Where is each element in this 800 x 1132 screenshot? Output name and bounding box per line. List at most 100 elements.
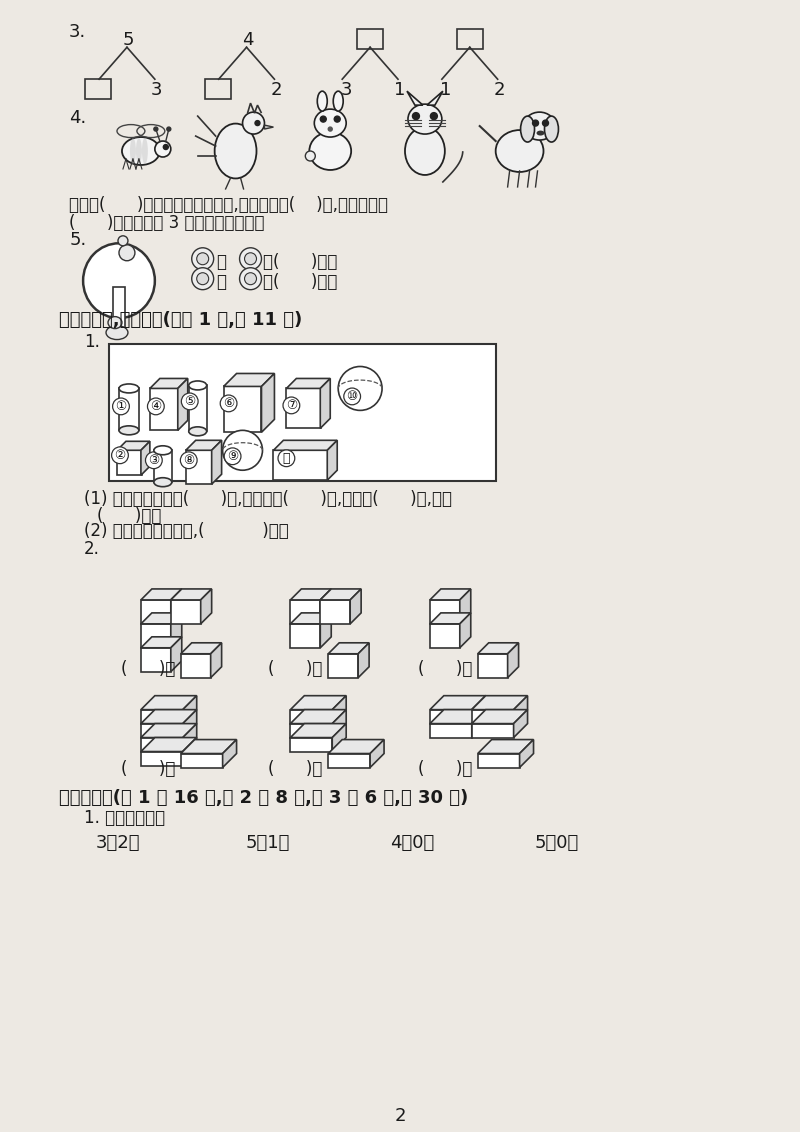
Text: 4＋0＝: 4＋0＝ — [390, 834, 434, 852]
Circle shape — [430, 112, 438, 120]
Polygon shape — [332, 710, 346, 738]
Text: ⑩: ⑩ — [346, 389, 358, 403]
Polygon shape — [182, 738, 197, 765]
Polygon shape — [141, 637, 182, 648]
Text: (      )位。把右边 3 只小动物圈起来。: ( )位。把右边 3 只小动物圈起来。 — [69, 214, 265, 232]
Bar — [357, 29, 383, 50]
Polygon shape — [141, 441, 150, 475]
Polygon shape — [182, 696, 197, 723]
Circle shape — [338, 367, 382, 411]
Polygon shape — [430, 589, 470, 600]
Polygon shape — [370, 739, 384, 767]
Bar — [430, 723, 472, 738]
Polygon shape — [290, 589, 331, 600]
Ellipse shape — [334, 92, 343, 111]
Polygon shape — [265, 125, 274, 129]
Polygon shape — [328, 739, 384, 754]
Text: 的(      )面。: 的( )面。 — [263, 252, 338, 271]
Circle shape — [222, 430, 262, 470]
Text: 1: 1 — [394, 82, 406, 100]
Circle shape — [320, 117, 326, 122]
Text: (      )块: ( )块 — [121, 760, 175, 778]
Text: (      )个。: ( )个。 — [97, 507, 162, 525]
Ellipse shape — [189, 381, 206, 389]
Bar — [141, 723, 182, 738]
Circle shape — [197, 252, 209, 265]
Ellipse shape — [408, 104, 442, 134]
Ellipse shape — [545, 117, 558, 142]
Polygon shape — [222, 739, 237, 767]
Bar — [141, 752, 182, 765]
Bar — [290, 600, 320, 624]
Bar — [472, 710, 514, 723]
Polygon shape — [508, 643, 518, 678]
Text: ⑪: ⑪ — [282, 452, 290, 465]
Circle shape — [542, 120, 549, 126]
Bar — [186, 451, 212, 484]
Bar — [113, 286, 125, 333]
Circle shape — [154, 127, 158, 131]
Circle shape — [255, 121, 260, 126]
Ellipse shape — [314, 109, 346, 137]
Text: 五、计算。(第 1 题 16 分,第 2 题 8 分,第 3 题 6 分,共 30 分): 五、计算。(第 1 题 16 分,第 2 题 8 分,第 3 题 6 分,共 3… — [59, 789, 469, 807]
Bar — [170, 600, 201, 624]
Bar — [286, 388, 322, 428]
Text: 的(      )面。: 的( )面。 — [263, 273, 338, 291]
Text: 1: 1 — [440, 82, 451, 100]
Text: 在: 在 — [217, 273, 226, 291]
Bar — [189, 385, 206, 431]
Ellipse shape — [192, 248, 214, 269]
Bar — [85, 79, 111, 100]
Text: 3＋2＝: 3＋2＝ — [96, 834, 141, 852]
Polygon shape — [332, 723, 346, 752]
Ellipse shape — [154, 446, 172, 455]
Polygon shape — [182, 723, 197, 752]
Bar — [290, 624, 320, 648]
Ellipse shape — [537, 130, 545, 136]
Text: 3: 3 — [151, 82, 162, 100]
Text: ⑧: ⑧ — [183, 454, 194, 466]
Polygon shape — [514, 710, 527, 738]
Bar — [117, 451, 142, 475]
Text: (1) 上图中长方体有(      )个,正方体有(      )个,圆柱有(      )个,球有: (1) 上图中长方体有( )个,正方体有( )个,圆柱有( )个,球有 — [84, 490, 452, 508]
Text: 4.: 4. — [69, 109, 86, 127]
Bar — [472, 723, 514, 738]
Bar — [290, 738, 332, 752]
Text: 2.: 2. — [84, 540, 100, 558]
Polygon shape — [290, 696, 346, 710]
Ellipse shape — [155, 142, 170, 157]
Polygon shape — [427, 92, 443, 105]
Polygon shape — [186, 440, 222, 451]
Text: 3: 3 — [340, 82, 352, 100]
Ellipse shape — [130, 138, 136, 164]
Bar — [109, 343, 496, 481]
Polygon shape — [290, 612, 331, 624]
Text: 在: 在 — [217, 252, 226, 271]
Polygon shape — [170, 612, 182, 648]
Ellipse shape — [192, 268, 214, 290]
Bar — [150, 388, 178, 430]
Text: (      )块: ( )块 — [418, 660, 472, 678]
Ellipse shape — [142, 138, 148, 164]
Polygon shape — [460, 612, 470, 648]
Circle shape — [167, 127, 170, 131]
Text: (      )块: ( )块 — [269, 660, 323, 678]
Polygon shape — [328, 643, 369, 654]
Text: 3.: 3. — [69, 24, 86, 42]
Bar — [154, 451, 172, 482]
Text: 2: 2 — [494, 82, 505, 100]
Bar — [141, 738, 182, 752]
Polygon shape — [460, 589, 470, 624]
Polygon shape — [141, 589, 182, 600]
Polygon shape — [327, 440, 338, 480]
Bar — [274, 451, 328, 480]
Bar — [205, 79, 230, 100]
Bar — [181, 654, 210, 678]
Polygon shape — [290, 723, 346, 738]
Circle shape — [413, 112, 419, 120]
Polygon shape — [274, 440, 338, 451]
Polygon shape — [430, 710, 486, 723]
Polygon shape — [224, 374, 274, 386]
Bar — [141, 648, 170, 671]
Ellipse shape — [310, 132, 351, 170]
